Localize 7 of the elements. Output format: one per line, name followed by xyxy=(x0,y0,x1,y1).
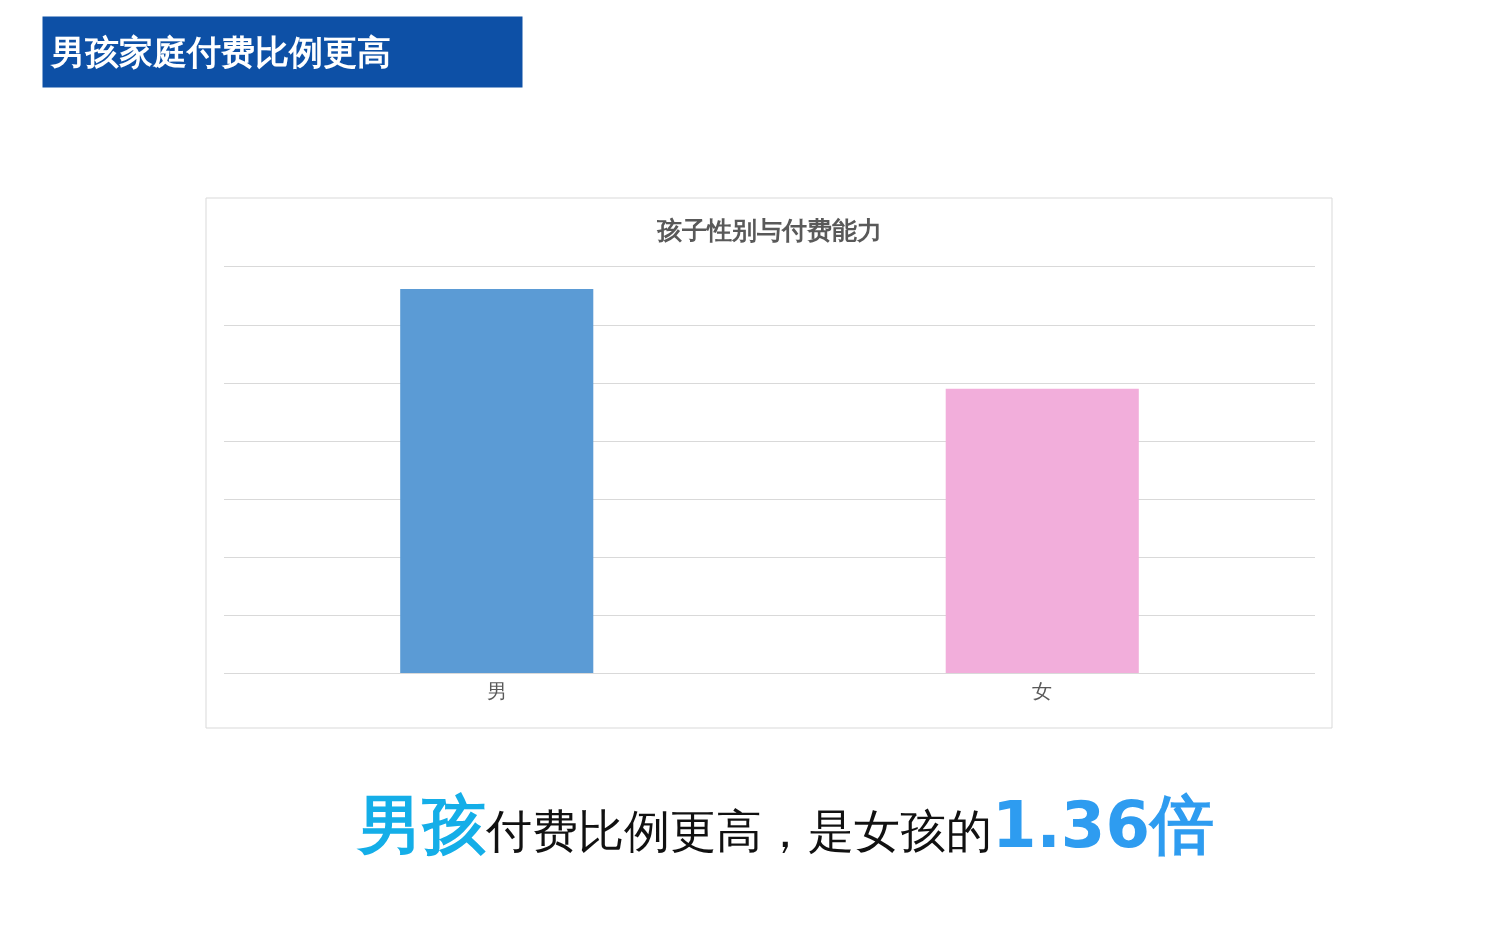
text: 男孩家庭付费比例更高 xyxy=(50,32,391,72)
x-tick-label: 女 xyxy=(1032,679,1053,703)
x-tick-label: 男 xyxy=(486,679,507,703)
text: 1.36倍 xyxy=(992,788,1214,862)
text: 付费比例更高，是女孩的 xyxy=(485,804,992,858)
text: 男孩 xyxy=(356,788,486,862)
chart-title: 孩子性别与付费能力 xyxy=(655,215,882,245)
